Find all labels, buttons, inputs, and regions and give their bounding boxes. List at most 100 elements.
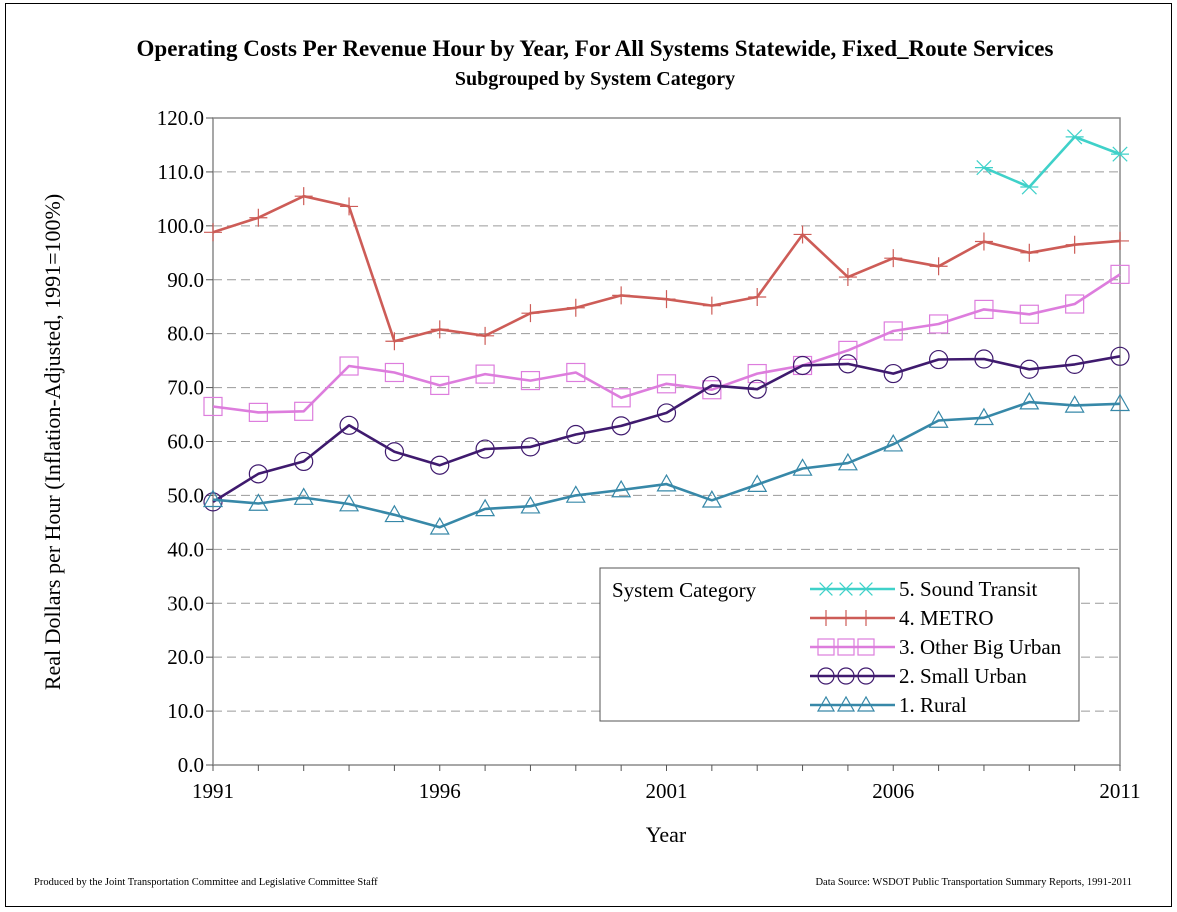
legend-label: 2. Small Urban (899, 664, 1027, 688)
data-point-marker (294, 451, 314, 472)
data-point-marker (476, 326, 495, 345)
data-point-marker (657, 290, 676, 309)
data-point-marker (1019, 304, 1039, 324)
data-point-marker (340, 197, 359, 216)
data-point-marker (521, 304, 540, 323)
chart-frame (5, 3, 1172, 907)
data-point-marker (837, 638, 855, 656)
series-line (212, 400, 1121, 529)
data-point-marker (475, 498, 496, 517)
series-line (212, 194, 1121, 343)
data-point-marker (818, 610, 834, 626)
data-point-marker (1109, 393, 1131, 412)
legend-title: System Category (612, 578, 757, 602)
legend-item: 1. Rural (810, 693, 967, 717)
y-tick-label: 20.0 (167, 645, 204, 669)
data-point-marker (339, 493, 360, 512)
data-point-marker (929, 257, 948, 276)
series-line (983, 135, 1121, 189)
data-point-marker (817, 638, 835, 656)
series-1 (204, 187, 1129, 351)
data-point-marker (339, 415, 359, 435)
data-point-marker (702, 296, 721, 315)
series-lines (202, 129, 1131, 535)
data-point-marker (294, 401, 314, 421)
y-tick-label: 40.0 (167, 537, 204, 561)
legend-label: 5. Sound Transit (899, 577, 1037, 601)
data-point-marker (928, 410, 949, 428)
data-point-marker (838, 582, 854, 596)
y-tick-label: 60.0 (167, 430, 204, 454)
data-point-marker (793, 225, 812, 244)
data-point-marker (656, 374, 677, 394)
series-0 (974, 129, 1129, 195)
data-point-marker (883, 433, 904, 452)
data-point-marker (612, 286, 631, 305)
data-point-marker (857, 667, 875, 685)
data-point-marker (1110, 346, 1130, 366)
y-tick-label: 30.0 (167, 591, 204, 615)
data-point-marker (837, 452, 858, 471)
data-point-marker (748, 288, 767, 307)
data-point-marker (747, 379, 767, 399)
data-point-marker (384, 504, 405, 523)
data-point-marker (475, 439, 495, 459)
legend-item: 4. METRO (810, 606, 994, 630)
data-point-marker (747, 363, 767, 384)
data-point-marker (884, 249, 903, 268)
data-point-marker (1019, 391, 1040, 410)
data-point-marker (856, 695, 876, 712)
data-point-marker (974, 299, 994, 320)
data-point-marker (520, 495, 541, 514)
x-tick-label: 1991 (192, 779, 234, 803)
data-point-marker (838, 610, 854, 626)
data-point-marker (747, 474, 768, 492)
chart-subtitle: Subgrouped by System Category (455, 68, 735, 90)
data-point-marker (1065, 294, 1085, 314)
data-point-marker (836, 695, 856, 712)
data-point-marker (858, 582, 874, 596)
data-point-marker (248, 493, 269, 511)
data-point-marker (611, 479, 632, 498)
y-tick-label: 50.0 (167, 483, 204, 507)
data-point-marker (204, 223, 222, 242)
data-point-marker (1110, 264, 1130, 284)
x-tick-label: 1996 (419, 779, 461, 803)
data-point-marker (1064, 395, 1085, 413)
data-point-marker (928, 314, 949, 334)
data-point-marker (702, 375, 722, 396)
footer-credit: Produced by the Joint Transportation Com… (34, 877, 378, 888)
data-point-marker (430, 375, 450, 396)
data-point-marker (475, 364, 495, 384)
data-point-marker (816, 695, 836, 712)
y-tick-label: 100.0 (157, 214, 204, 238)
data-point-marker (1019, 359, 1039, 379)
y-tick-label: 70.0 (167, 376, 204, 400)
series-2 (203, 264, 1130, 422)
data-point-marker (857, 638, 875, 656)
data-point-marker (656, 403, 677, 423)
y-axis-label: Real Dollars per Hour (Inflation-Adjuste… (40, 194, 65, 690)
data-point-marker (1020, 243, 1039, 262)
data-point-marker (1111, 146, 1129, 162)
data-point-marker (656, 473, 677, 492)
data-point-marker (883, 321, 903, 341)
data-point-marker (203, 396, 223, 417)
y-tick-label: 110.0 (158, 160, 204, 184)
data-point-marker (430, 320, 449, 339)
series-line (212, 273, 1121, 414)
data-point-marker (611, 388, 631, 408)
series-3 (203, 346, 1130, 512)
x-axis-label: Year (646, 822, 687, 847)
data-point-marker (974, 349, 994, 369)
legend-item: 2. Small Urban (810, 664, 1027, 688)
data-point-marker (249, 208, 268, 227)
data-point-marker (817, 667, 835, 685)
data-point-marker (974, 159, 993, 176)
data-point-marker (293, 487, 314, 505)
axes: 0.0 10.0 20.0 30.0 40.0 50.0 60.0 70.0 80.0 90.0 1… (157, 106, 1141, 803)
data-point-marker (792, 355, 813, 376)
x-tick-label: 2006 (872, 779, 914, 803)
data-point-marker (1065, 354, 1085, 374)
